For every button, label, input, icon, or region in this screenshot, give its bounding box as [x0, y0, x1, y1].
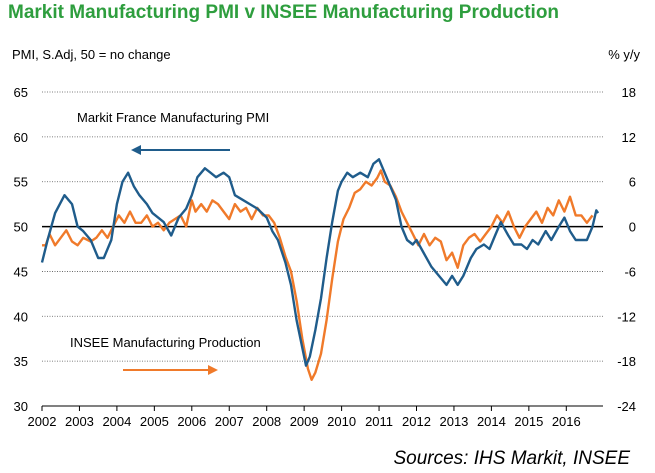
x-tick-label: 2009	[290, 414, 319, 429]
x-tick-label: 2012	[402, 414, 431, 429]
right-tick-label: 18	[622, 85, 636, 100]
pmi-series-label: Markit France Manufacturing PMI	[77, 110, 269, 125]
left-tick-label: 35	[14, 354, 28, 369]
x-tick-label: 2007	[215, 414, 244, 429]
x-axis-ticks: 2002 2003 2004 2005 2006 2007 2008 2009 2010 2011…	[28, 405, 603, 429]
x-tick-label: 2010	[327, 414, 356, 429]
x-tick-label: 2013	[439, 414, 468, 429]
left-axis-label: PMI, S.Adj, 50 = no change	[12, 47, 171, 62]
series-lines	[40, 158, 600, 381]
x-tick-label: 2006	[177, 414, 206, 429]
production-series-line	[42, 169, 594, 381]
x-tick-label: 2008	[252, 414, 281, 429]
left-tick-label: 50	[14, 220, 28, 235]
right-tick-label: 6	[629, 175, 636, 190]
gridlines	[42, 91, 603, 362]
right-tick-label: -24	[617, 399, 636, 414]
chart-title: Markit Manufacturing PMI v INSEE Manufac…	[8, 2, 560, 23]
left-tick-label: 65	[14, 85, 28, 100]
right-tick-label: -18	[617, 354, 636, 369]
right-tick-label: 12	[622, 130, 636, 145]
x-tick-label: 2011	[365, 414, 393, 429]
right-tick-label: 0	[629, 220, 636, 235]
right-axis-label: % y/y	[608, 47, 640, 62]
x-tick-label: 2004	[102, 414, 131, 429]
x-tick-label: 2005	[140, 414, 169, 429]
x-tick-label: 2016	[552, 414, 581, 429]
right-tick-label: -6	[624, 264, 636, 279]
right-axis-ticks: -24 -18 -12 -6 0 6 12 18	[617, 85, 636, 414]
left-tick-label: 40	[14, 309, 28, 324]
left-tick-label: 30	[14, 399, 28, 414]
series-annotations: Markit France Manufacturing PMI INSEE Man…	[70, 110, 269, 375]
production-series-label: INSEE Manufacturing Production	[70, 335, 261, 350]
pmi-series-line	[40, 158, 600, 367]
x-tick-label: 2015	[514, 414, 543, 429]
x-tick-label: 2003	[65, 414, 94, 429]
left-axis-ticks: 30 35 40 45 50 55 60 65	[14, 85, 28, 414]
x-tick-label: 2014	[477, 414, 506, 429]
left-tick-label: 55	[14, 175, 28, 190]
left-tick-label: 45	[14, 264, 28, 279]
source-note: Sources: IHS Markit, INSEE	[393, 448, 630, 469]
left-tick-label: 60	[14, 130, 28, 145]
right-tick-label: -12	[617, 309, 636, 324]
x-tick-label: 2002	[28, 414, 57, 429]
